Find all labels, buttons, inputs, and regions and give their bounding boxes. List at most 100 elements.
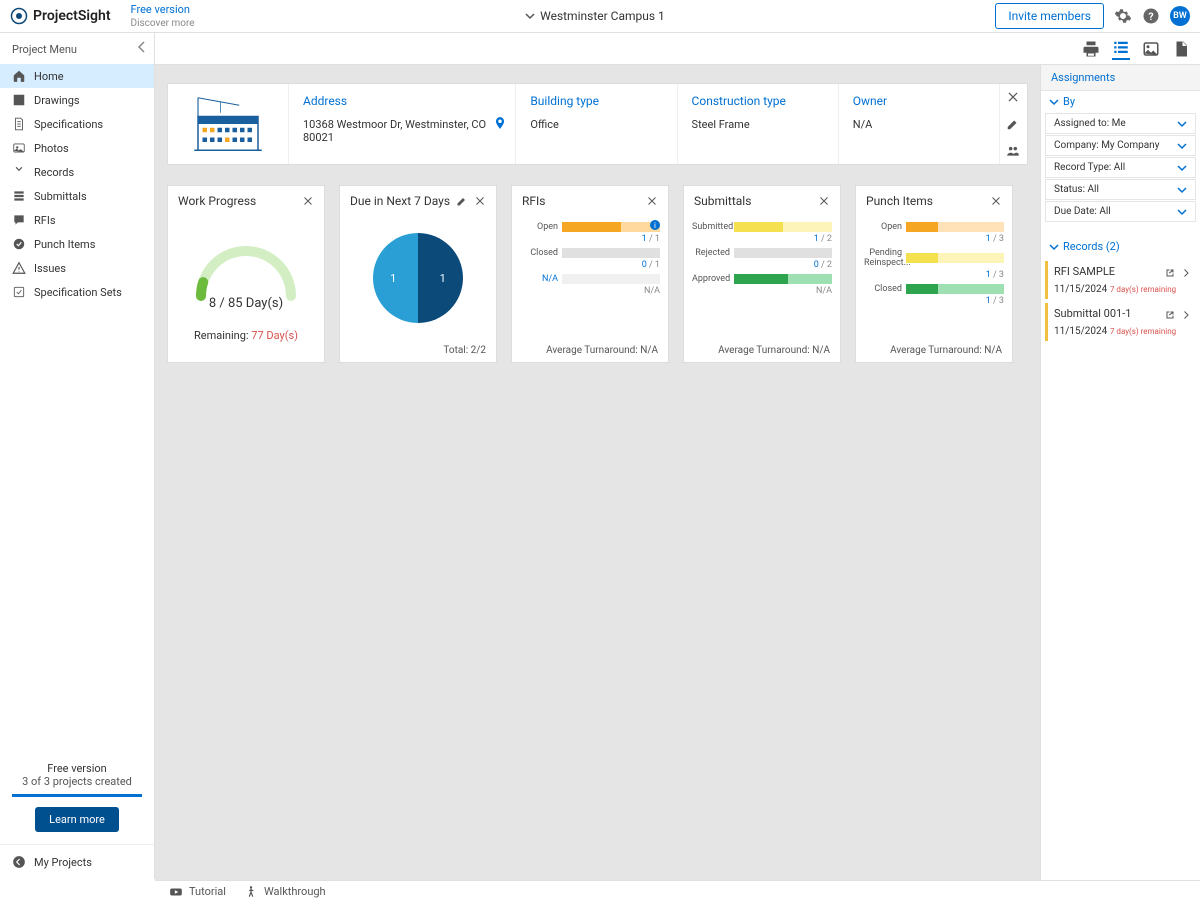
bar-count: N/A (738, 286, 832, 296)
open-external-icon[interactable] (1164, 267, 1176, 279)
sidebar-item-specification-sets[interactable]: Specification Sets (0, 280, 154, 304)
chevron-right-icon[interactable] (1180, 267, 1192, 279)
widgets-row: Work Progress 8 / 85 Day(s) Remaining: 7… (167, 185, 1028, 363)
filter-row[interactable]: Status: All (1045, 179, 1196, 200)
export-icon[interactable] (1172, 40, 1190, 58)
work-progress-widget: Work Progress 8 / 85 Day(s) Remaining: 7… (167, 185, 325, 363)
list-view-icon[interactable] (1112, 38, 1130, 60)
filter-row[interactable]: Due Date: All (1045, 201, 1196, 222)
edit-icon[interactable] (1006, 117, 1020, 131)
address-section: Address 10368 Westmoor Dr, Westminster, … (288, 84, 515, 164)
video-icon (169, 885, 183, 899)
footer-projects-count: 3 of 3 projects created (12, 775, 142, 788)
invite-members-button[interactable]: Invite members (995, 3, 1104, 29)
tutorial-link[interactable]: Tutorial (169, 885, 226, 899)
remaining-text: Remaining: 77 Day(s) (194, 329, 298, 342)
print-icon[interactable] (1082, 40, 1100, 58)
close-icon[interactable] (474, 195, 486, 207)
record-date: 11/15/2024 (1054, 326, 1107, 337)
project-selector[interactable]: Westminster Campus 1 (525, 9, 665, 23)
filter-label: Status: All (1054, 184, 1099, 195)
sidebar-item-rfis[interactable]: RFIs (0, 208, 154, 232)
sidebar-item-specifications[interactable]: Specifications (0, 112, 154, 136)
record-item[interactable]: Submittal 001-111/15/2024 7 day(s) remai… (1045, 303, 1196, 341)
filter-label: Assigned to: Me (1054, 118, 1126, 129)
nav-label: Specification Sets (34, 286, 122, 299)
my-projects-link[interactable]: My Projects (0, 844, 154, 879)
sidebar-item-submittals[interactable]: Submittals (0, 184, 154, 208)
close-icon[interactable] (302, 195, 314, 207)
address-value: 10368 Westmoor Dr, Westminster, CO 80021 (303, 118, 501, 144)
bar-label: Open (520, 222, 562, 232)
owner-label: Owner (853, 94, 985, 108)
svg-text:1: 1 (390, 272, 396, 285)
bar-row: Open (520, 222, 660, 232)
filter-row[interactable]: Assigned to: Me (1045, 113, 1196, 134)
walkthrough-link[interactable]: Walkthrough (244, 885, 326, 899)
people-icon[interactable] (1006, 144, 1020, 158)
sidebar-item-punch-items[interactable]: Punch Items (0, 232, 154, 256)
bar-track (906, 222, 1004, 232)
construction-label: Construction type (692, 94, 824, 108)
footer-free-version: Free version (12, 762, 142, 775)
image-view-icon[interactable] (1142, 40, 1160, 58)
edit-icon[interactable] (456, 195, 468, 207)
project-image (168, 84, 288, 164)
projects-progress-bar (12, 794, 142, 797)
my-projects-label: My Projects (34, 856, 92, 869)
learn-more-button[interactable]: Learn more (35, 807, 119, 832)
punch-icon (12, 237, 26, 251)
sidebar-item-drawings[interactable]: Drawings (0, 88, 154, 112)
close-icon[interactable] (990, 195, 1002, 207)
pie-chart: 11 (368, 228, 468, 328)
sidebar-item-home[interactable]: Home (0, 64, 154, 88)
top-header: ProjectSight Free version Discover more … (0, 0, 1200, 33)
bar-track (734, 222, 832, 232)
sidebar-item-photos[interactable]: Photos (0, 136, 154, 160)
chevron-right-icon[interactable] (1180, 309, 1192, 321)
bar-track (906, 284, 1004, 294)
bar-row: N/A (520, 274, 660, 284)
bar-track (562, 248, 660, 258)
record-item[interactable]: RFI SAMPLE11/15/2024 7 day(s) remaining (1045, 261, 1196, 299)
home-icon (12, 69, 26, 83)
filter-row[interactable]: Company: My Company (1045, 135, 1196, 156)
selected-project-name: Westminster Campus 1 (540, 9, 665, 23)
record-due: 7 day(s) remaining (1110, 285, 1176, 294)
help-icon[interactable]: ? (1142, 7, 1160, 25)
bar-row: Closed (520, 248, 660, 258)
close-icon[interactable] (1006, 90, 1020, 104)
records-collapse[interactable]: Records (2) (1041, 236, 1200, 257)
open-external-icon[interactable] (1164, 309, 1176, 321)
widget-title: Work Progress (178, 194, 256, 208)
bar-count: 0 / 1 (566, 260, 660, 270)
assignments-title: Assignments (1041, 65, 1200, 91)
bar-track (906, 253, 1004, 263)
records-icon (12, 165, 26, 179)
bar-label: Closed (864, 284, 906, 294)
drawings-icon (12, 93, 26, 107)
bar-row: Open (864, 222, 1004, 232)
close-icon[interactable] (646, 195, 658, 207)
user-avatar[interactable]: BW (1170, 6, 1190, 26)
discover-more-link[interactable]: Discover more (131, 18, 195, 29)
sidebar-collapse-icon[interactable] (134, 39, 150, 55)
free-version-link[interactable]: Free version (131, 3, 195, 16)
sidebar-item-issues[interactable]: Issues (0, 256, 154, 280)
by-collapse[interactable]: By (1041, 91, 1200, 112)
record-due: 7 day(s) remaining (1110, 327, 1176, 336)
close-icon[interactable] (818, 195, 830, 207)
product-logo[interactable]: ProjectSight (10, 7, 111, 25)
nav-label: Photos (34, 142, 69, 155)
filter-label: Record Type: All (1054, 162, 1125, 173)
bar-count: N/A (566, 286, 660, 296)
map-pin-icon[interactable] (493, 116, 507, 130)
walk-icon (244, 885, 258, 899)
info-icon[interactable]: i (650, 220, 660, 230)
bar-label: Rejected (692, 248, 734, 258)
sidebar-item-records[interactable]: Records (0, 160, 154, 184)
bar-row: Pending Reinspect... (864, 248, 1004, 268)
filter-row[interactable]: Record Type: All (1045, 157, 1196, 178)
due-widget: Due in Next 7 Days 11 Total: 2/2 (339, 185, 497, 363)
gear-icon[interactable] (1114, 7, 1132, 25)
